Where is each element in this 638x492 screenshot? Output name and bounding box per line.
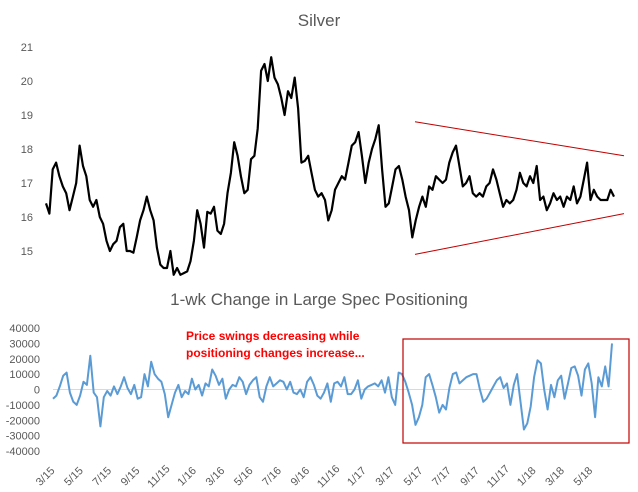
positioning-x-tick-label: 9/17 (458, 465, 482, 489)
positioning-x-tick-label: 3/16 (204, 465, 228, 489)
positioning-x-tick-label: 3/18 (543, 465, 567, 489)
silver-y-tick-label: 20 (21, 76, 33, 88)
upper-trendline (414, 121, 625, 157)
positioning-x-tick-label: 1/16 (175, 465, 199, 489)
positioning-x-tick-label: 3/17 (373, 465, 397, 489)
positioning-x-tick-label: 3/15 (34, 465, 58, 489)
positioning-change-chart: 1-wk Change in Large Spec Positioning -4… (6, 290, 630, 490)
silver-y-tick-label: 17 (21, 178, 33, 190)
positioning-y-tick-label: 10000 (9, 369, 40, 381)
positioning-y-tick-label: 20000 (9, 354, 40, 366)
positioning-y-tick-label: 40000 (9, 323, 40, 335)
silver-y-axis: 15 16 17 18 19 20 21 (21, 42, 33, 258)
positioning-x-tick-label: 9/15 (119, 465, 143, 489)
silver-price-chart: Silver 15 16 17 18 19 20 21 (21, 11, 625, 276)
positioning-y-axis: -40000 -30000 -20000 -10000 0 10000 20000 30000… (6, 323, 40, 458)
positioning-y-tick-label: 30000 (9, 338, 40, 350)
silver-chart-title: Silver (298, 11, 341, 30)
positioning-y-tick-label: -40000 (6, 446, 40, 458)
positioning-x-tick-label: 11/16 (315, 463, 342, 490)
silver-y-tick-label: 21 (21, 42, 33, 54)
positioning-x-axis: 3/15 5/15 7/15 9/15 11/15 1/16 3/16 5/16 7/16 9/1… (34, 463, 595, 490)
positioning-x-tick-label: 11/15 (145, 463, 172, 490)
annotation-line-1: Price swings decreasing while (186, 329, 360, 343)
annotation-line-2: positioning changes increase... (186, 346, 365, 360)
silver-y-tick-label: 19 (21, 110, 33, 122)
positioning-y-tick-label: -20000 (6, 415, 40, 427)
highlight-box (402, 338, 630, 444)
positioning-x-tick-label: 11/17 (485, 463, 512, 490)
positioning-y-tick-label: 0 (34, 385, 40, 397)
positioning-y-tick-label: -10000 (6, 400, 40, 412)
positioning-chart-title: 1-wk Change in Large Spec Positioning (170, 290, 468, 309)
positioning-x-tick-label: 5/17 (402, 465, 426, 489)
silver-trendlines (414, 121, 625, 255)
positioning-x-tick-label: 7/17 (430, 465, 454, 489)
lower-trendline (414, 213, 625, 255)
positioning-x-tick-label: 9/16 (289, 465, 313, 489)
silver-price-line (44, 56, 615, 276)
silver-y-tick-label: 18 (21, 144, 33, 156)
positioning-x-tick-label: 5/18 (572, 465, 596, 489)
positioning-x-tick-label: 7/16 (260, 465, 284, 489)
positioning-x-tick-label: 5/15 (62, 465, 86, 489)
positioning-x-tick-label: 1/18 (515, 465, 539, 489)
positioning-y-tick-label: -30000 (6, 431, 40, 443)
silver-y-tick-label: 15 (21, 246, 33, 258)
silver-y-tick-label: 16 (21, 212, 33, 224)
positioning-x-tick-label: 1/17 (345, 465, 369, 489)
positioning-change-line (52, 343, 613, 431)
positioning-x-tick-label: 7/15 (90, 465, 114, 489)
positioning-x-tick-label: 5/16 (232, 465, 256, 489)
